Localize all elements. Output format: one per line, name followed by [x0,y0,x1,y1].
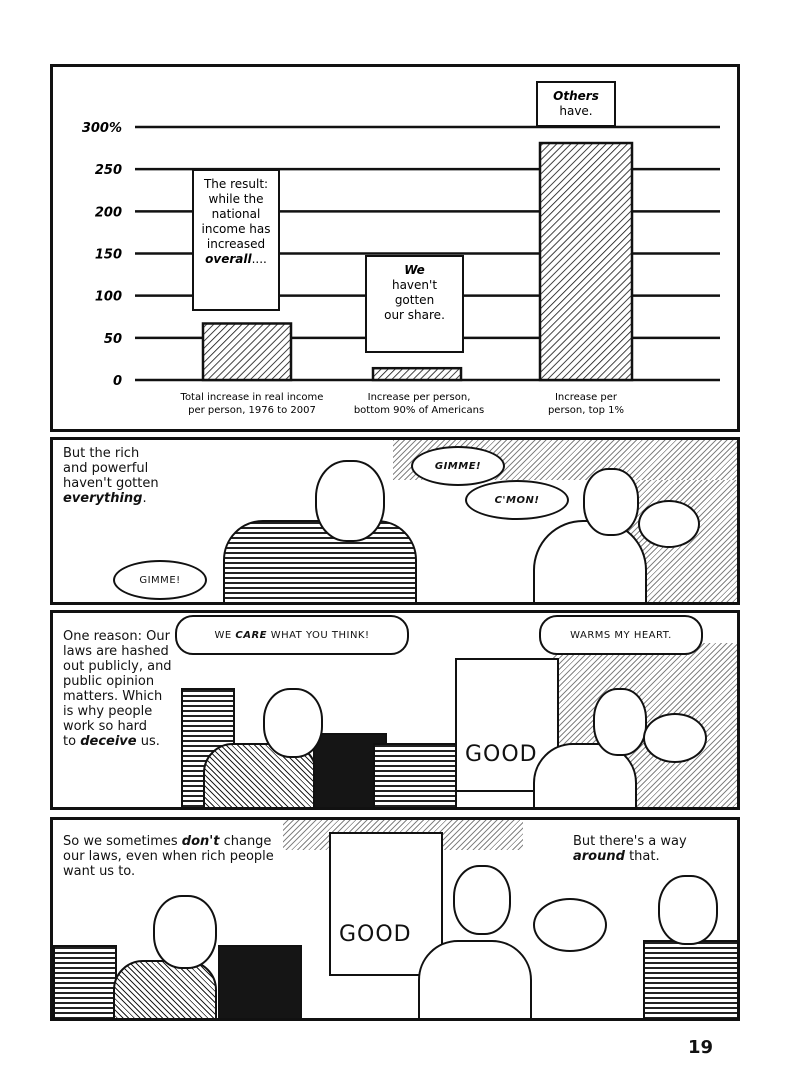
piggy-bank [638,500,700,548]
caption-line: and powerful [63,461,149,476]
annotation-box [365,255,464,353]
caption-line: out publicly, and [63,659,172,674]
easel-sign: GOOD [329,832,443,976]
bar-chart: 0 50 100 150 200 250 300% The result:while then… [82,81,720,416]
y-tick-label: 0 [113,374,122,389]
caption-emphasis: don't [181,834,220,849]
x-category-label: per person, 1976 to 2007 [188,405,316,416]
businessman-illustration [373,743,457,807]
piggy-bank [643,713,707,763]
speech-bubble-cmon: C'MON! [465,480,569,520]
caption-line: haven't gotten [63,476,159,491]
bar [371,366,463,382]
caption-emphasis: deceive [80,734,137,749]
y-tick-label: 50 [104,332,122,347]
annotation-box [192,169,280,311]
panel-public-opinion: One reason: Our laws are hashed out publ… [50,610,740,810]
caption-line: our laws, even when rich people [63,849,274,864]
caption-line: want us to. [63,864,136,879]
x-category-label: Increase per person, [368,392,471,403]
caption-line: change [219,834,272,849]
panel2-caption: But the rich and powerful haven't gotten… [63,446,159,506]
citizen-head [593,688,647,756]
chart-panel: 0 50 100 150 200 250 300% The result: while the n… [50,64,740,432]
bubble-emphasis: CARE [235,629,267,641]
sign-text: GOOD [465,742,538,767]
citizen-illustration [533,520,647,602]
caption-line: laws are hashed [63,644,169,659]
caption-emphasis: around [573,849,625,864]
caption-line: So we sometimes [63,834,182,849]
annotation-box [536,81,616,127]
annotation-text: The result: [203,177,268,191]
bar [538,141,634,382]
annotation-text: national [212,207,261,221]
rich-man-head [315,460,385,542]
x-category-label: bottom 90% of Americans [354,405,484,416]
citizen-head [453,865,511,935]
panel4-caption-left: So we sometimes don't change our laws, e… [63,834,274,879]
x-category-label: Increase per [555,392,618,403]
caption-line: public opinion [63,674,155,689]
thief-illustration [643,940,737,1018]
rich-man-illustration [223,520,417,602]
panel4-caption-right: But there's a way around that. [573,834,687,864]
cigar-man-head [263,688,323,758]
caption-line: matters. Which [63,689,163,704]
bubble-text: WHAT YOU THINK! [270,629,370,641]
x-category-label: person, top 1% [548,405,624,416]
y-tick-label: 250 [95,163,122,178]
speech-bubble-gimme-2: GIMME! [113,560,207,600]
panel-around: So we sometimes don't change our laws, e… [50,817,740,1021]
sign-text: GOOD [339,922,412,947]
annotation-text: gotten [395,293,434,307]
caption-line: . [142,491,147,506]
panel3-caption: One reason: Our laws are hashed out publ… [63,629,172,749]
annotation-text: increased [207,237,265,251]
citizen-head [583,468,639,536]
caption-line: that. [624,849,660,864]
politician-illustration [53,945,117,1018]
speech-bubble-we-care: WE CARE WHAT YOU THINK! [175,615,409,655]
caption-line: us. [136,734,160,749]
x-category-label: Total increase in real income [180,392,324,403]
caption-line: to [63,734,77,749]
caption-line: But the rich [63,446,140,461]
annotation-text: our share. [384,308,445,322]
y-tick-label: 100 [95,290,122,305]
caption-line: One reason: Our [63,629,170,644]
academics-illustration [218,945,302,1018]
annotation-text: have. [559,104,592,118]
caption-line: work so hard [63,719,148,734]
annotation-text: haven't [392,278,437,292]
speech-bubble-warms-heart: WARMS MY HEART. [539,615,703,655]
thief-head [658,875,718,945]
bubble-text: WE [214,629,232,641]
annotation-text: while the [209,192,264,206]
y-tick-label: 200 [95,205,122,220]
speech-bubble-gimme: GIMME! [411,446,505,486]
bar [201,322,293,382]
panel-gimme: But the rich and powerful haven't gotten… [50,437,740,605]
citizen-illustration [418,940,532,1018]
caption-line: But there's a way [573,834,687,849]
y-tick-label: 150 [95,248,122,263]
annotation-emphasis: Others [553,89,599,103]
cigar-man-illustration [113,960,217,1018]
piggy-bank [533,898,607,952]
caption-line: is why people [63,704,153,719]
page-number: 19 [688,1037,714,1058]
caption-emphasis: everything [63,491,143,506]
cigar-man-head [153,895,217,969]
y-tick-label: 300% [82,121,122,136]
annotation-text: overall.... [205,252,267,266]
annotation-text: income has [202,222,271,236]
annotation-emphasis: We [404,263,425,277]
